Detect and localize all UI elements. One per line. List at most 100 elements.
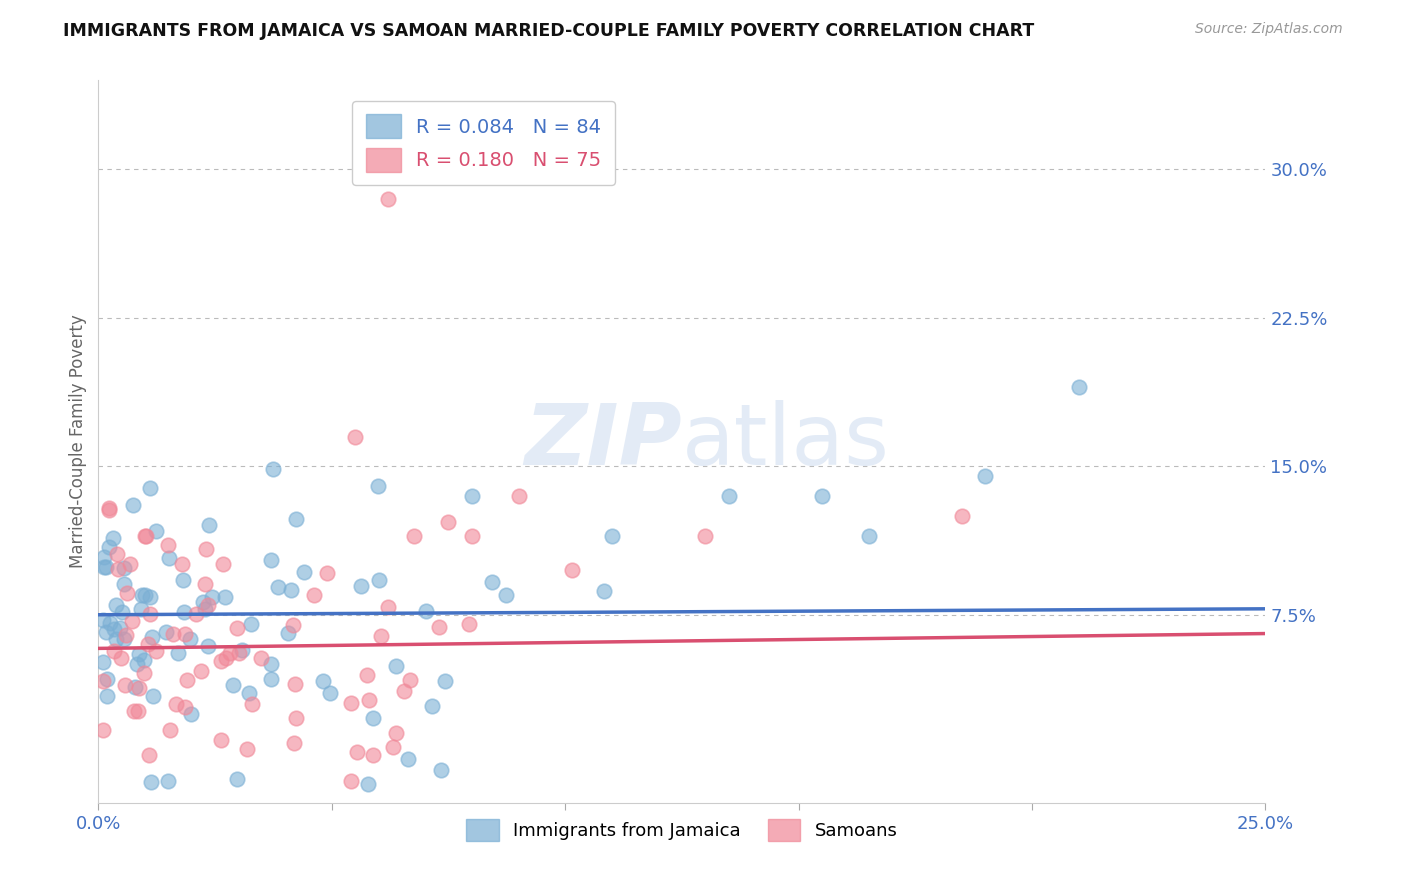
Text: ZIP: ZIP <box>524 400 682 483</box>
Point <box>231 642 253 657</box>
Point <box>194 576 217 591</box>
Point <box>100 616 122 631</box>
Point <box>141 630 163 644</box>
Point <box>107 562 129 576</box>
Point <box>427 620 450 634</box>
Point <box>209 733 232 747</box>
Point <box>138 637 160 651</box>
Point <box>121 615 143 629</box>
Point <box>134 653 156 667</box>
Point <box>129 602 152 616</box>
Point <box>461 528 484 542</box>
Point <box>267 580 290 594</box>
Point <box>122 498 145 512</box>
Point <box>461 489 484 503</box>
Point <box>135 529 157 543</box>
Point <box>593 584 616 599</box>
Point <box>384 726 406 740</box>
Point <box>319 685 342 699</box>
Legend: Immigrants from Jamaica, Samoans: Immigrants from Jamaica, Samoans <box>458 812 905 848</box>
Point <box>139 481 162 495</box>
Point <box>292 565 315 579</box>
Point <box>186 607 208 621</box>
Point <box>385 659 408 673</box>
Point <box>159 550 181 565</box>
Point <box>103 644 125 658</box>
Point <box>162 627 184 641</box>
Point <box>415 604 437 618</box>
Point <box>281 618 304 632</box>
Point <box>173 700 195 714</box>
Point <box>250 651 273 665</box>
Point <box>350 579 373 593</box>
Point <box>392 684 415 698</box>
Point <box>110 651 132 665</box>
Point <box>145 524 167 539</box>
Point <box>112 576 135 591</box>
Point <box>214 590 236 604</box>
Point <box>717 489 740 503</box>
Point <box>344 429 367 443</box>
Point <box>167 646 190 660</box>
Point <box>91 613 114 627</box>
Point <box>197 640 219 654</box>
Point <box>950 508 973 523</box>
Point <box>105 598 128 612</box>
Point <box>110 621 132 635</box>
Point <box>173 605 195 619</box>
Point <box>260 672 283 686</box>
Point <box>138 747 160 762</box>
Point <box>361 747 384 762</box>
Point <box>430 763 453 777</box>
Point <box>96 672 118 686</box>
Point <box>357 777 380 791</box>
Point <box>157 538 180 552</box>
Point <box>396 752 419 766</box>
Text: atlas: atlas <box>682 400 890 483</box>
Point <box>98 540 121 554</box>
Point <box>312 674 335 689</box>
Point <box>436 515 458 529</box>
Point <box>238 685 260 699</box>
Point <box>260 657 283 672</box>
Point <box>155 624 177 639</box>
Point <box>112 632 135 647</box>
Point <box>128 681 150 696</box>
Point <box>284 711 307 725</box>
Point <box>339 773 361 788</box>
Point <box>124 681 146 695</box>
Point <box>156 773 179 788</box>
Text: IMMIGRANTS FROM JAMAICA VS SAMOAN MARRIED-COUPLE FAMILY POVERTY CORRELATION CHAR: IMMIGRANTS FROM JAMAICA VS SAMOAN MARRIE… <box>63 22 1035 40</box>
Point <box>159 723 181 737</box>
Point <box>91 673 114 688</box>
Point <box>134 588 156 602</box>
Point <box>94 560 117 574</box>
Point <box>180 707 202 722</box>
Point <box>356 668 378 682</box>
Point <box>226 772 249 786</box>
Y-axis label: Married-Couple Family Poverty: Married-Couple Family Poverty <box>69 315 87 568</box>
Point <box>1067 380 1090 394</box>
Point <box>259 553 281 567</box>
Point <box>481 575 503 590</box>
Point <box>811 489 834 503</box>
Point <box>420 698 443 713</box>
Point <box>974 469 997 483</box>
Point <box>174 626 197 640</box>
Point <box>115 586 138 600</box>
Point <box>222 678 245 692</box>
Point <box>600 528 623 542</box>
Point <box>112 561 135 575</box>
Point <box>128 648 150 662</box>
Point <box>262 462 284 476</box>
Point <box>125 657 148 672</box>
Point <box>96 625 118 640</box>
Point <box>107 547 129 561</box>
Point <box>97 500 120 515</box>
Point <box>91 655 114 669</box>
Point <box>104 632 127 646</box>
Point <box>367 573 389 587</box>
Point <box>302 589 325 603</box>
Point <box>340 696 363 710</box>
Point <box>209 654 232 668</box>
